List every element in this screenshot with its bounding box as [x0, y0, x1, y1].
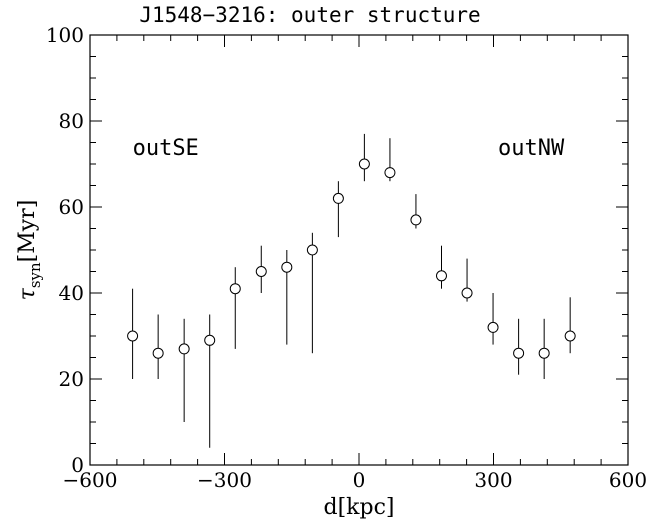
- data-point: [332, 192, 344, 204]
- data-point: [281, 261, 293, 273]
- data-point: [127, 330, 139, 342]
- axis-ticks: [89, 34, 629, 466]
- y-tick-label: 60: [59, 195, 84, 219]
- data-point: [204, 334, 216, 346]
- data-point: [564, 330, 576, 342]
- annotation-label: outSE: [133, 136, 199, 161]
- y-axis-unit: [Myr]: [15, 200, 40, 263]
- x-tick-label: 600: [609, 468, 647, 492]
- chart-title: J1548−3216: outer structure: [139, 3, 480, 27]
- y-tick-label: 0: [71, 453, 84, 477]
- y-tick-label: 40: [59, 281, 84, 305]
- data-point: [358, 158, 370, 170]
- annotations: outSE outNW: [133, 136, 565, 161]
- y-axis-subscript: syn: [26, 262, 44, 288]
- data-point: [410, 214, 422, 226]
- data-point: [306, 244, 318, 256]
- data-points: [127, 133, 576, 448]
- y-axis-symbol: τ: [15, 287, 40, 300]
- plot-frame: [89, 34, 629, 466]
- x-tick-label: 0: [353, 468, 366, 492]
- data-point: [435, 270, 447, 282]
- x-tick-label: 300: [474, 468, 512, 492]
- data-point: [487, 321, 499, 333]
- data-point: [255, 266, 267, 277]
- y-tick-label: 80: [59, 109, 84, 133]
- x-tick-label: −600: [63, 468, 118, 492]
- data-point: [178, 343, 190, 355]
- data-point: [538, 347, 550, 359]
- data-point: [461, 287, 473, 299]
- axis-tick-labels: −600 −300 0 300 600 0 20 40 60 80 100: [46, 23, 647, 492]
- x-tick-label: −300: [197, 468, 252, 492]
- data-point: [384, 167, 396, 179]
- data-point: [513, 347, 525, 359]
- data-point: [229, 283, 241, 295]
- y-tick-label: 20: [59, 367, 84, 391]
- x-axis-label: d[kpc]: [324, 495, 395, 519]
- y-tick-label: 100: [46, 23, 84, 47]
- data-point: [152, 347, 164, 359]
- y-axis-label: τsyn[Myr]: [15, 200, 44, 301]
- annotation-label: outNW: [498, 136, 565, 161]
